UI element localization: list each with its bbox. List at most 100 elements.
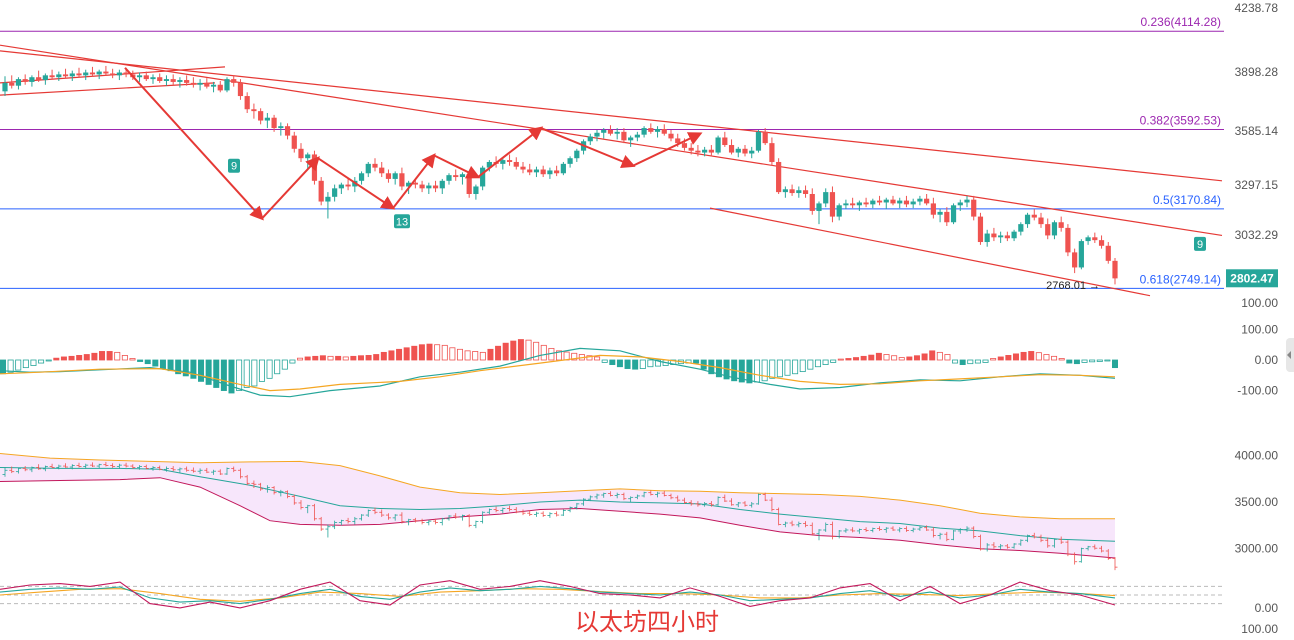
trend-line (0, 44, 1223, 237)
candle-body (809, 193, 815, 211)
trend-line (0, 50, 1223, 182)
candle-body (728, 145, 735, 153)
candle-body (762, 131, 768, 144)
candle-body (237, 82, 244, 97)
macd-histogram-bar (571, 352, 578, 361)
candle-body (412, 182, 418, 185)
macd-histogram-bar (784, 359, 791, 376)
macd-histogram-bar (152, 359, 159, 367)
candle-body (863, 202, 869, 205)
candle-body (708, 149, 714, 153)
kdj-axis-tick: 0.00 (1255, 601, 1279, 615)
candle-body (392, 173, 398, 179)
candle-body (628, 137, 634, 141)
macd-histogram-bar (761, 359, 768, 382)
candle-body (204, 82, 210, 87)
kdj-pane[interactable] (0, 580, 1224, 609)
candle-body (883, 199, 889, 203)
candle-body (466, 174, 472, 194)
candle-body (1038, 217, 1044, 225)
candle-body (1072, 252, 1078, 268)
bollinger-band-fill (0, 453, 1115, 558)
macd-histogram-bar (99, 351, 106, 361)
candle-body (143, 75, 149, 80)
candle-body (836, 205, 842, 217)
candle-body (957, 202, 963, 206)
macd-axis-tick: 100.00 (1241, 322, 1278, 336)
last-price-value: 2802.47 (1230, 271, 1274, 285)
count-badge (394, 214, 410, 229)
candle-body (163, 79, 170, 81)
candle-body (520, 166, 526, 170)
candle-body (291, 135, 297, 149)
candle-body (325, 196, 331, 202)
macd-histogram-bar (807, 359, 814, 370)
candle-body (157, 77, 163, 81)
price-axis[interactable]: 4238.78 3898.28 3585.14 3297.15 3032.29 100.0… (1226, 1, 1278, 636)
candle-body (338, 184, 344, 189)
candle-body (910, 201, 916, 205)
macd-histogram-bar (297, 357, 304, 361)
candle-body (782, 189, 788, 193)
candle-body (802, 190, 809, 194)
candle-body (937, 211, 943, 215)
macd-histogram-bar (959, 359, 966, 365)
macd-histogram-bar (388, 350, 395, 361)
macd-histogram-bar (137, 359, 144, 362)
macd-histogram-bar (411, 345, 418, 361)
candle-body (231, 79, 237, 83)
macd-histogram-bar (304, 356, 311, 361)
candle-body (15, 79, 22, 86)
candle-body (271, 117, 277, 129)
candlestick-pane[interactable]: 0.236(4114.28) 0.382(3592.53) 0.5(3170.84)… (0, 15, 1224, 297)
collapse-panel-icon[interactable] (1286, 338, 1294, 372)
candle-body (244, 96, 250, 110)
candle-body (547, 170, 553, 175)
count-badge-text: 9 (231, 161, 237, 173)
candle-body (917, 198, 923, 202)
fib-level-label: 0.236(4114.28) (1140, 15, 1221, 29)
macd-axis-tick: 0.00 (1255, 353, 1279, 367)
fib-level-label: 0.618(2749.14) (1140, 272, 1221, 286)
macd-pane[interactable] (0, 339, 1119, 398)
candle-body (278, 126, 284, 129)
macd-histogram-bar (746, 359, 753, 384)
macd-histogram-bar (418, 344, 425, 361)
macd-histogram-bar (1104, 359, 1111, 362)
candle-body (150, 77, 156, 80)
macd-histogram-bar (236, 359, 243, 391)
candle-body (1024, 214, 1031, 225)
bollinger-pane[interactable] (0, 453, 1118, 571)
macd-histogram-bar (495, 345, 502, 361)
swing-arrow (477, 126, 544, 178)
swing-arrow (632, 132, 703, 167)
candle-body (305, 154, 311, 159)
candle-body (1105, 245, 1111, 261)
macd-histogram-bar (540, 344, 547, 361)
macd-histogram-bar (906, 356, 913, 361)
macd-histogram-bar (53, 357, 60, 361)
candle-body (264, 117, 270, 121)
candle-body (607, 129, 614, 134)
macd-histogram-bar (898, 357, 905, 361)
candle-body (722, 137, 728, 146)
candle-body (527, 169, 533, 173)
candle-body (876, 200, 883, 203)
candle-body (1112, 260, 1118, 279)
macd-histogram-bar (426, 343, 433, 361)
candle-body (298, 148, 304, 159)
candle-body (823, 192, 829, 204)
macd-histogram-bar (91, 352, 98, 361)
candle-body (419, 184, 425, 189)
macd-histogram-bar (883, 354, 890, 361)
macd-histogram-bar (373, 354, 380, 361)
candle-body (695, 150, 701, 153)
macd-histogram-bar (106, 351, 113, 361)
candle-body (1065, 227, 1071, 253)
macd-histogram-bar (1012, 353, 1019, 361)
macd-histogram-bar (913, 355, 920, 361)
macd-histogram-bar (312, 355, 319, 361)
macd-histogram-bar (586, 355, 593, 361)
macd-histogram-bar (350, 355, 357, 361)
